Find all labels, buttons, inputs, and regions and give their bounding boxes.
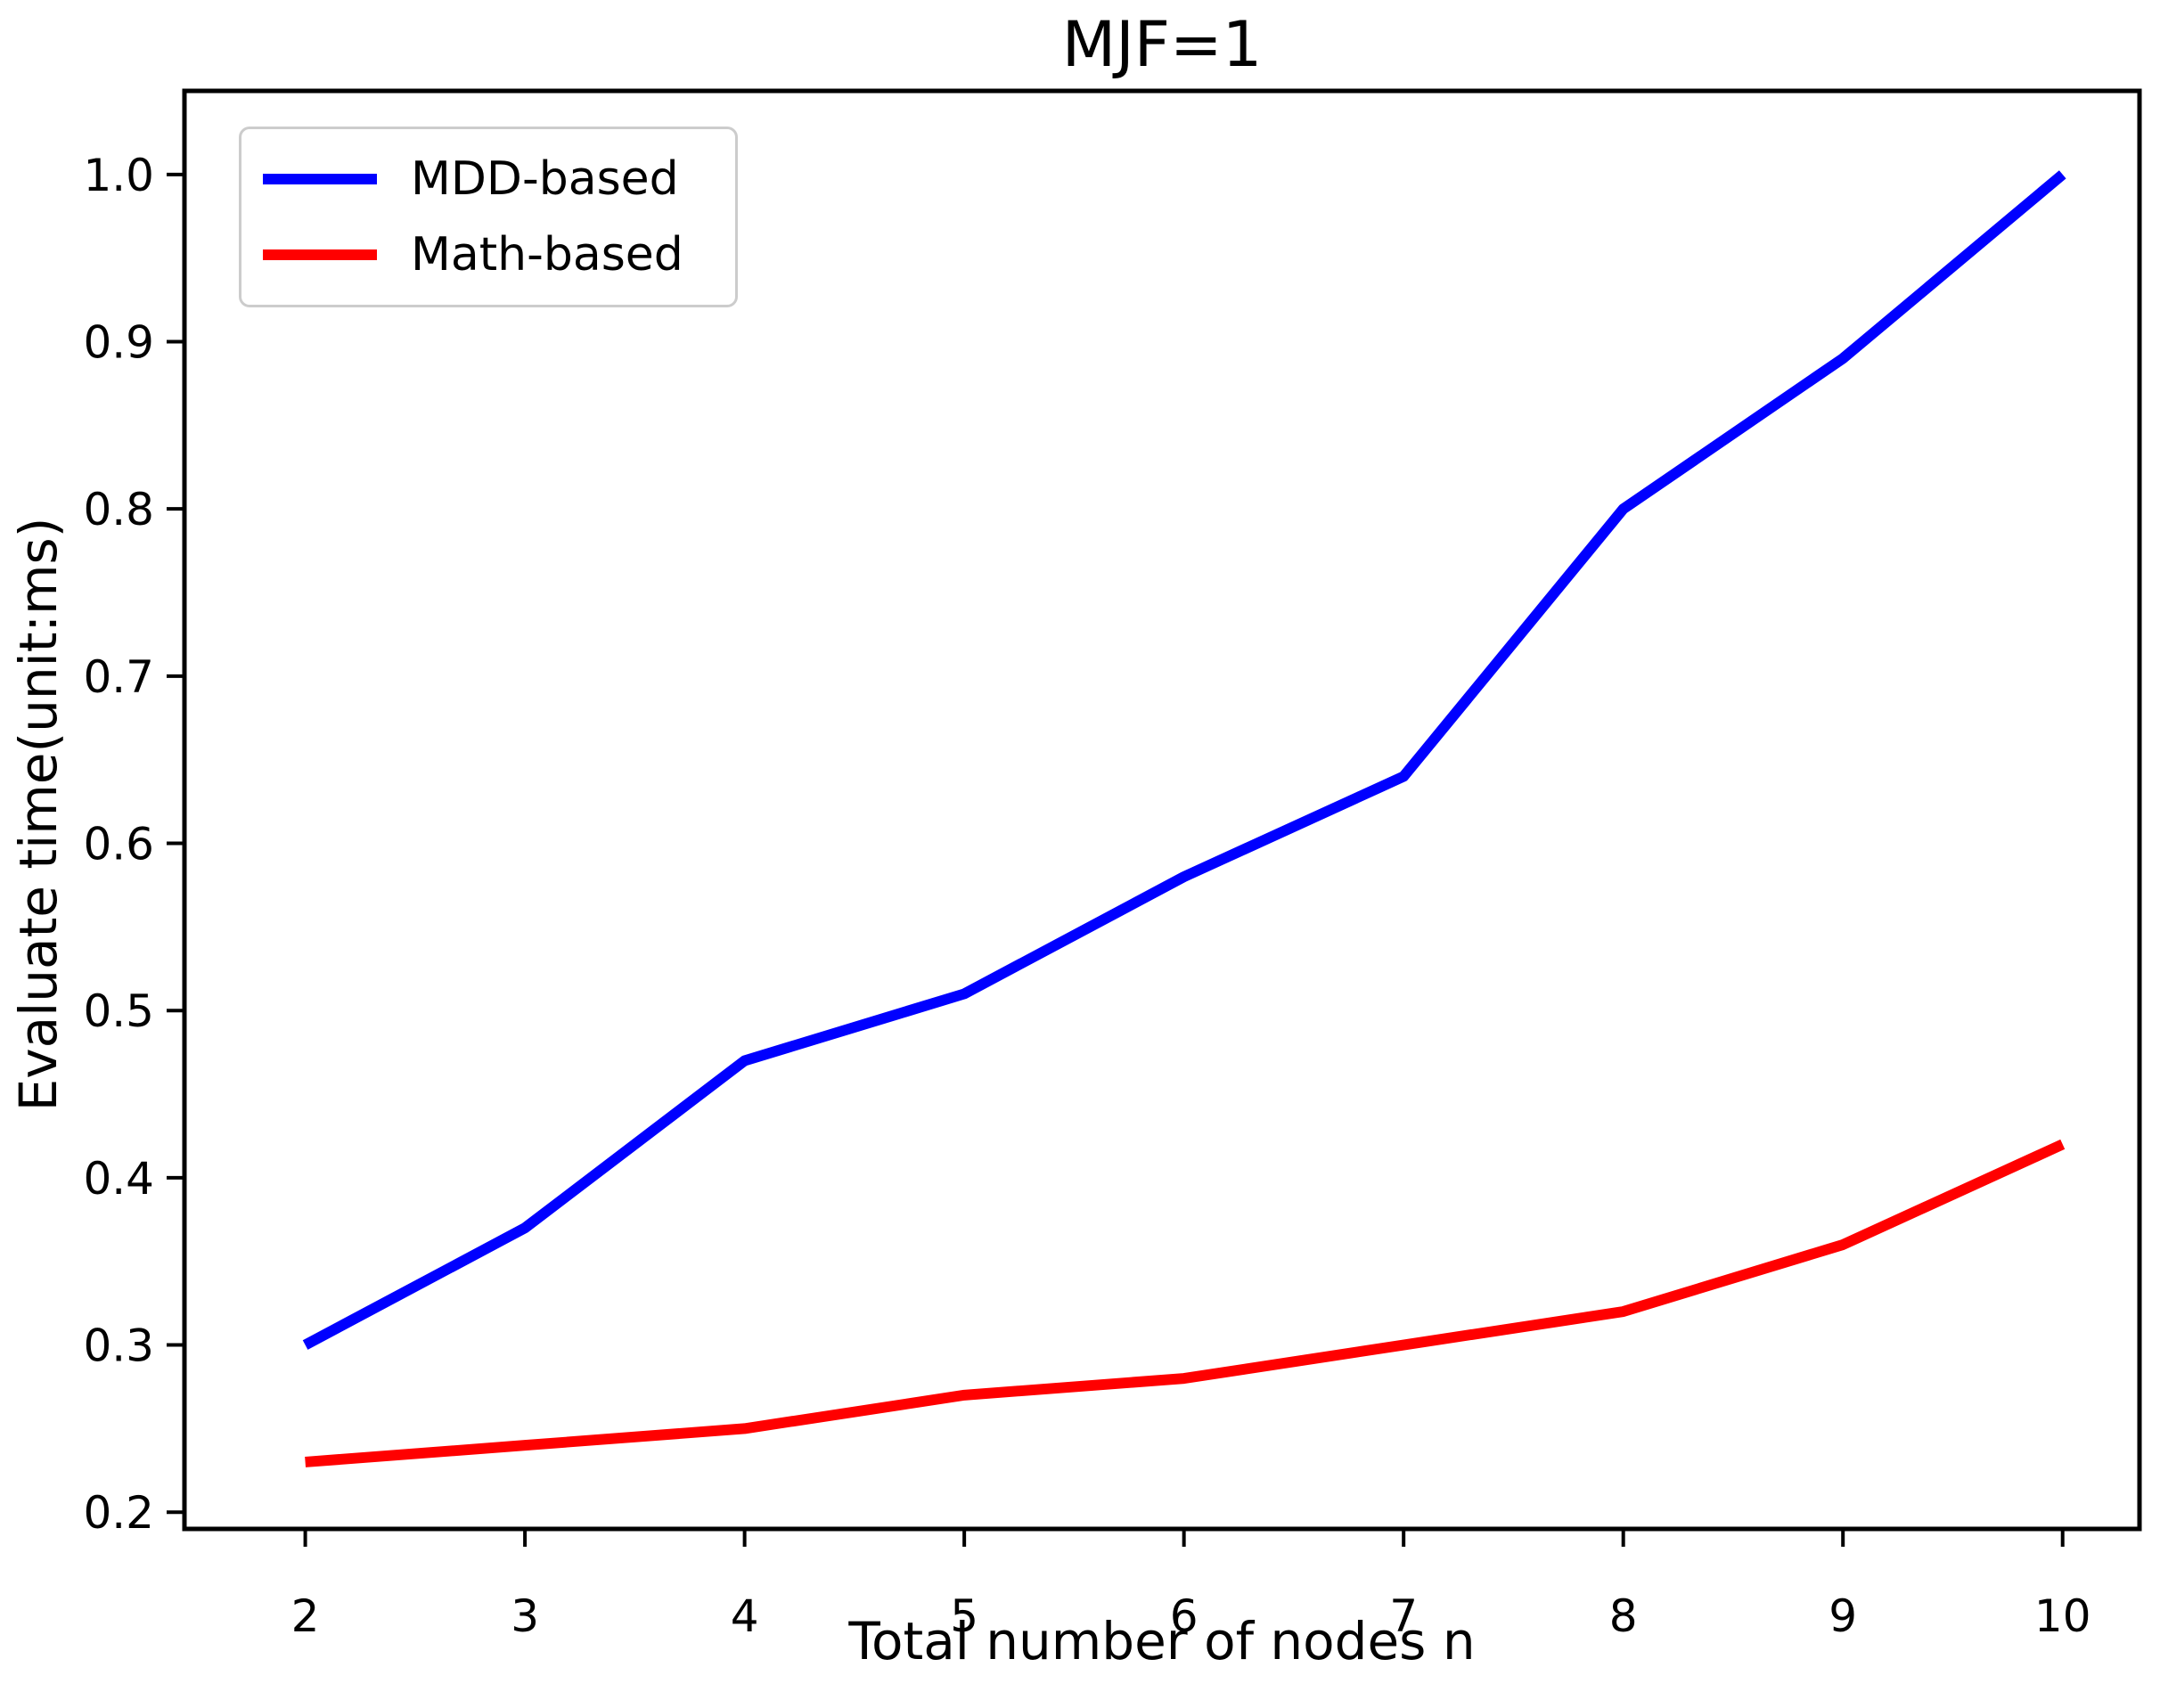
plot-line-Math-based <box>305 1139 2066 1467</box>
y-tick-label: 0.6 <box>83 819 154 870</box>
y-axis-label: Evaluate time(unit:ms) <box>8 517 69 1112</box>
y-tick-label: 0.9 <box>83 317 154 369</box>
x-tick-label: 10 <box>2034 1590 2091 1642</box>
y-tick-label: 0.8 <box>83 484 154 535</box>
legend-swatch-mdd <box>263 174 377 185</box>
axes-spines <box>182 88 2142 1532</box>
chart-title: MJF=1 <box>1061 8 1263 81</box>
legend-item: Math-based <box>263 232 714 278</box>
y-tick-label: 0.4 <box>83 1153 154 1205</box>
x-tick-label: 9 <box>1829 1590 1857 1642</box>
y-tick-label: 0.2 <box>83 1487 154 1539</box>
plot-line-MDD-based <box>302 170 2066 1350</box>
y-tick-label: 1.0 <box>83 150 154 201</box>
legend-item: MDD-based <box>263 156 714 202</box>
x-tick-label: 4 <box>731 1590 759 1642</box>
y-tick-label: 0.5 <box>83 985 154 1037</box>
legend-swatch-math <box>263 249 377 260</box>
x-tick-label: 6 <box>1170 1590 1199 1642</box>
x-tick-label: 3 <box>511 1590 539 1642</box>
x-tick-label: 2 <box>291 1590 320 1642</box>
legend-label-mdd: MDD-based <box>411 152 679 207</box>
y-tick-label: 0.7 <box>83 651 154 703</box>
x-tick-label: 5 <box>950 1590 978 1642</box>
legend-box: MDD-based Math-based <box>239 127 738 307</box>
x-tick-label: 8 <box>1609 1590 1638 1642</box>
legend-label-math: Math-based <box>411 227 683 282</box>
x-axis-label: Total number of nodes n <box>848 1611 1476 1671</box>
y-tick-label: 0.3 <box>83 1320 154 1372</box>
x-tick-label: 7 <box>1389 1590 1418 1642</box>
